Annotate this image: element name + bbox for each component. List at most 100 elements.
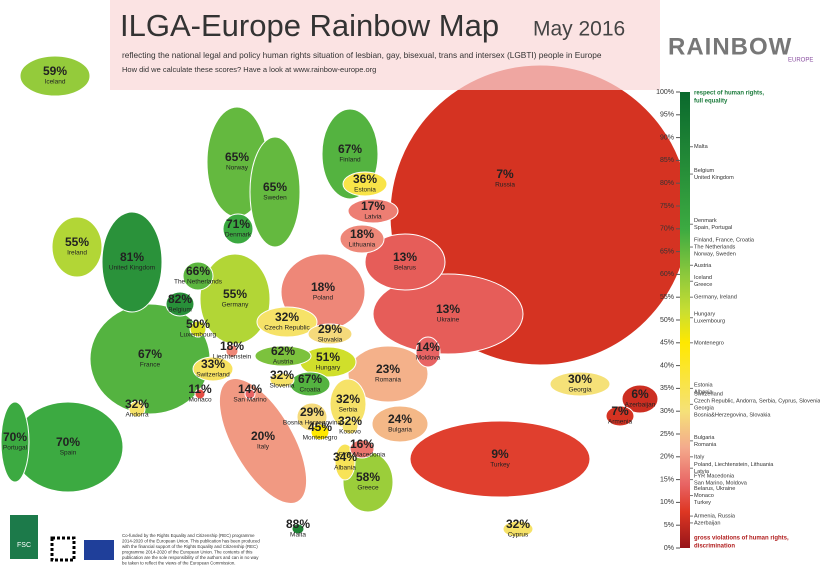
legend-annotation: FYR Macedonia: [694, 474, 735, 480]
country-labels: 59%Iceland65%Norway65%Sweden67%Finland7%…: [3, 64, 656, 539]
country-name: Monaco: [188, 397, 212, 404]
title: ILGA-Europe Rainbow Map: [120, 8, 499, 43]
country-name: Turkey: [490, 462, 510, 469]
legend-bottom-note: gross violations of human rights,: [694, 536, 789, 542]
country-name: Cyprus: [508, 532, 529, 539]
fsc-text: FSC: [17, 542, 31, 549]
legend-tick-label: 20%: [660, 454, 674, 461]
country-name: Portugal: [3, 445, 28, 452]
country-name: Greece: [357, 485, 379, 492]
country-name: Slovakia: [318, 337, 343, 344]
country-name: Switzerland: [196, 372, 230, 379]
country: [192, 356, 234, 382]
country-value: 66%: [186, 264, 210, 278]
eu-text-line: be taken to reflect the views of the Eur…: [122, 561, 235, 566]
eu-text-line: publication are the sole responsibility …: [122, 555, 259, 560]
country-value: 32%: [338, 414, 362, 428]
legend-annotation: Norway, Sweden: [694, 252, 736, 258]
country-value: 55%: [223, 287, 247, 301]
country-name: Malta: [290, 532, 306, 539]
legend-annotation: Iceland: [694, 275, 712, 281]
country: [194, 388, 206, 400]
legend-tick-label: 45%: [660, 340, 674, 347]
country-value: 6%: [631, 387, 649, 401]
country: [249, 136, 301, 248]
country-shapes: [0, 55, 691, 538]
country-name: Montenegro: [303, 435, 338, 442]
country-value: 14%: [238, 382, 262, 396]
legend-tick-label: 80%: [660, 180, 674, 187]
country-value: 29%: [318, 322, 342, 336]
country-value: 82%: [168, 292, 192, 306]
legend-annotation: Finland, France, Croatia: [694, 238, 755, 244]
country: [51, 216, 103, 278]
legend-annotation: Latvia: [694, 469, 710, 475]
country-value: 14%: [416, 340, 440, 354]
country-name: Germany: [222, 302, 249, 309]
legend-annotation: Spain, Portugal: [694, 225, 732, 231]
country-value: 65%: [225, 150, 249, 164]
country-value: 34%: [333, 450, 357, 464]
country-name: Albania: [334, 465, 356, 472]
legend-top-note: full equality: [694, 99, 728, 105]
country-name: Armenia: [608, 419, 633, 426]
legend-tick-label: 100%: [656, 89, 674, 96]
legend-annotation: Malta: [694, 144, 709, 150]
country-name: Belgium: [168, 307, 191, 314]
date: May 2016: [533, 18, 625, 41]
country: [502, 520, 534, 538]
country-value: 36%: [353, 172, 377, 186]
country: [372, 273, 524, 355]
country-value: 32%: [125, 397, 149, 411]
legend-tick-label: 95%: [660, 112, 674, 119]
qr-code: [50, 536, 76, 562]
legend-tick-label: 35%: [660, 385, 674, 392]
country: [409, 420, 591, 498]
country: [621, 384, 659, 414]
country-value: 65%: [263, 180, 287, 194]
country-value: 30%: [568, 372, 592, 386]
country-name: Lithuania: [349, 242, 376, 249]
country-name: Poland: [313, 295, 334, 302]
eu-text-line: with the financial support of the Rights…: [122, 544, 258, 549]
legend-tick-label: 90%: [660, 134, 674, 141]
country: [310, 423, 330, 441]
legend-annotation: Albania: [694, 389, 714, 395]
legend-annotation: Bosnia&Herzegovina, Slovakia: [694, 412, 771, 418]
footer: FSC Co-funded by the Rights Equality and…: [10, 515, 260, 566]
country: [349, 439, 375, 459]
country-value: 18%: [350, 227, 374, 241]
country-value: 70%: [3, 430, 27, 444]
country-name: Estonia: [354, 187, 376, 194]
country-name: Andorra: [125, 412, 149, 419]
country: [222, 213, 254, 245]
country-name: Moldova: [416, 355, 441, 362]
eu-flag: [84, 540, 114, 560]
country: [128, 400, 146, 418]
fsc-logo: [10, 515, 38, 559]
country: [101, 211, 163, 313]
country-value: 67%: [338, 142, 362, 156]
country: [364, 233, 446, 291]
country-name: Ireland: [67, 250, 87, 257]
country: [0, 401, 30, 483]
country-value: 7%: [611, 404, 629, 418]
country: [339, 224, 385, 254]
country-value: 7%: [496, 167, 514, 181]
country-value: 18%: [220, 339, 244, 353]
legend-bottom-note: discrimination: [694, 544, 735, 550]
country-name: Georgia: [568, 387, 592, 394]
country-name: Luxembourg: [180, 332, 217, 339]
country-value: 51%: [316, 350, 340, 364]
legend-annotation: Austria: [694, 263, 712, 269]
legend-annotation: Azerbaijan: [694, 520, 720, 526]
legend-tick-label: 0%: [664, 545, 674, 552]
country-value: 17%: [361, 199, 385, 213]
country-value: 32%: [275, 310, 299, 324]
country: [347, 345, 429, 403]
legend-annotation: Estonia: [694, 382, 714, 388]
legend-top-note: respect of human rights,: [694, 91, 764, 97]
country-name: Liechtenstein: [213, 354, 252, 361]
country: [244, 388, 256, 400]
country: [415, 336, 441, 368]
